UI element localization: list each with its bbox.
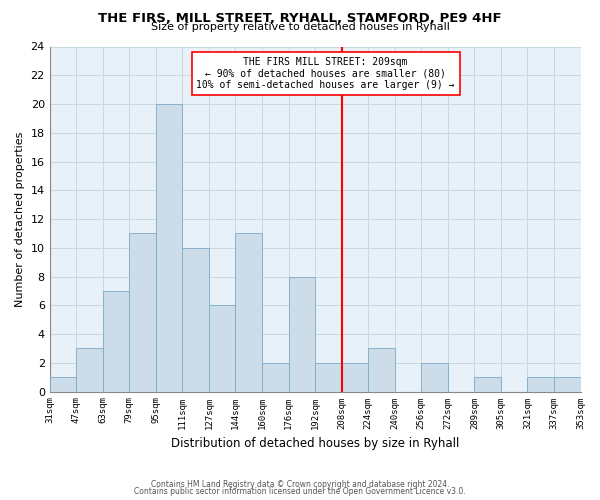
Text: THE FIRS, MILL STREET, RYHALL, STAMFORD, PE9 4HF: THE FIRS, MILL STREET, RYHALL, STAMFORD,… [98,12,502,26]
Bar [315,363,341,392]
Bar [129,234,156,392]
Bar [262,363,289,392]
X-axis label: Distribution of detached houses by size in Ryhall: Distribution of detached houses by size … [171,437,459,450]
Bar [289,276,315,392]
Bar [368,348,395,392]
Text: Contains public sector information licensed under the Open Government Licence v3: Contains public sector information licen… [134,487,466,496]
Text: Size of property relative to detached houses in Ryhall: Size of property relative to detached ho… [151,22,449,32]
Bar [527,377,554,392]
Bar [421,363,448,392]
Bar [341,363,368,392]
Bar [182,248,209,392]
Bar [235,234,262,392]
Bar [209,306,235,392]
Bar [103,291,129,392]
Bar [554,377,581,392]
Bar [475,377,501,392]
Y-axis label: Number of detached properties: Number of detached properties [15,132,25,306]
Bar [50,377,76,392]
Text: THE FIRS MILL STREET: 209sqm
← 90% of detached houses are smaller (80)
10% of se: THE FIRS MILL STREET: 209sqm ← 90% of de… [196,57,455,90]
Bar [76,348,103,392]
Text: Contains HM Land Registry data © Crown copyright and database right 2024.: Contains HM Land Registry data © Crown c… [151,480,449,489]
Bar [156,104,182,392]
